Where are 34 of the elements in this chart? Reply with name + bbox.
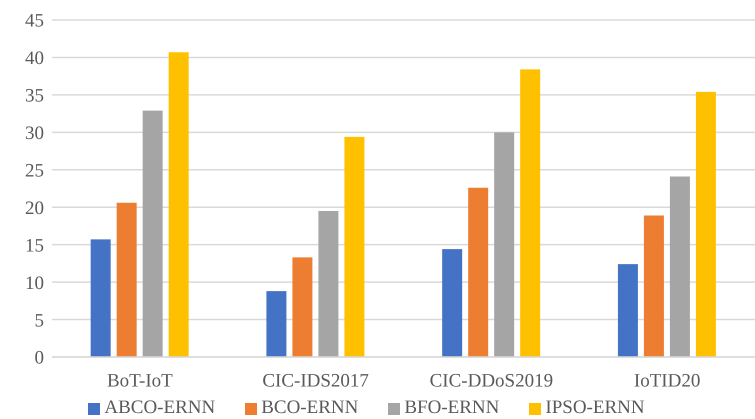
bar <box>116 202 137 357</box>
bar <box>644 215 664 357</box>
bar <box>696 92 716 357</box>
legend-label: BCO-ERNN <box>261 397 358 418</box>
bar <box>468 188 488 357</box>
y-tick-label: 40 <box>25 48 44 70</box>
y-tick-label: 5 <box>34 310 44 332</box>
x-tick-label: CIC-IDS2017 <box>262 370 369 392</box>
bar <box>168 52 189 357</box>
y-tick-label: 15 <box>25 235 44 256</box>
legend-label: ABCO-ERNN <box>104 397 216 418</box>
y-tick-label: 25 <box>25 160 44 182</box>
x-tick-label: IoTID20 <box>634 370 700 392</box>
legend-label: IPSO-ERNN <box>545 397 645 418</box>
bar <box>90 239 111 357</box>
x-tick-label: BoT-IoT <box>106 370 174 392</box>
y-tick-label: 45 <box>25 10 44 32</box>
bar <box>520 69 540 357</box>
y-tick-label: 20 <box>25 198 44 219</box>
bar <box>494 132 514 357</box>
y-tick-label: 30 <box>25 123 44 144</box>
bar <box>670 176 690 357</box>
legend-label: BFO-ERNN <box>404 397 500 418</box>
y-tick-label: 10 <box>25 272 44 294</box>
y-tick-label: 35 <box>25 86 44 107</box>
bar <box>142 110 163 357</box>
bar <box>318 210 338 357</box>
bar <box>618 264 638 357</box>
x-tick-label: CIC-DDoS2019 <box>430 370 554 392</box>
bar <box>266 291 286 357</box>
bar <box>292 257 312 357</box>
bar <box>442 249 462 357</box>
y-tick-label: 0 <box>34 348 44 369</box>
bar <box>344 136 364 357</box>
